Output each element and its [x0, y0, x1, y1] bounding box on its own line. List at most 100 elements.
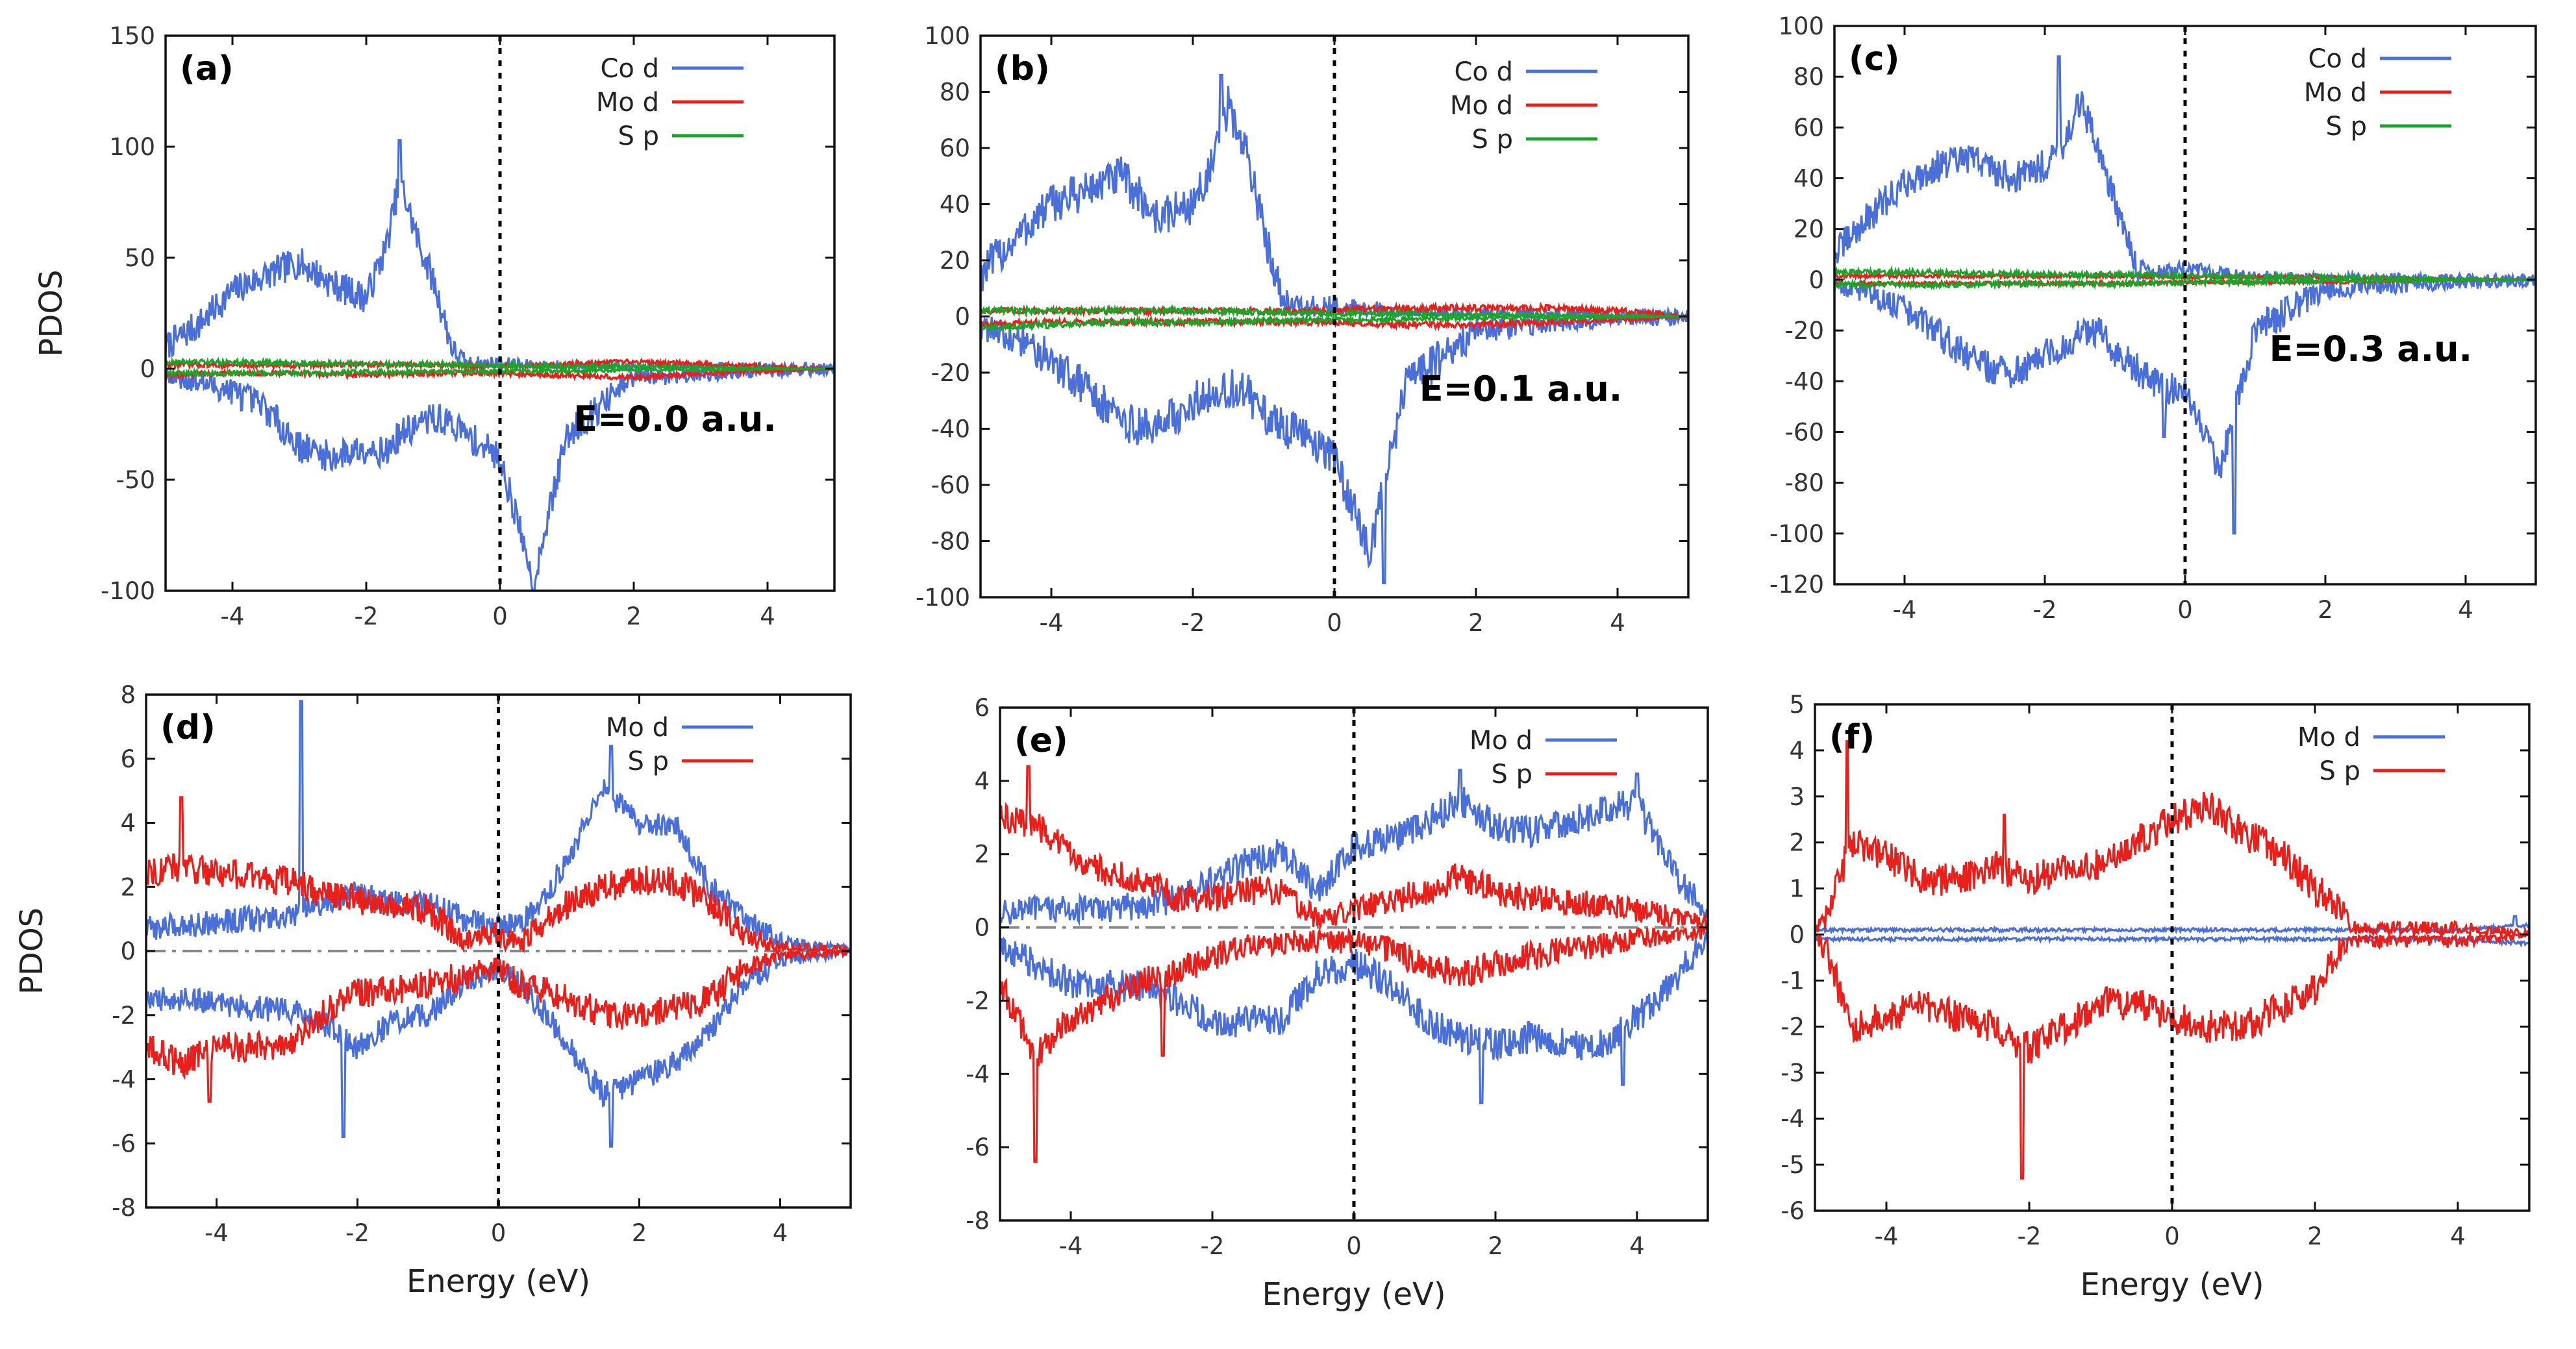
x-tick-label: 4	[773, 1219, 788, 1247]
y-tick-label: 4	[120, 810, 136, 837]
x-tick-label: -4	[1040, 609, 1064, 637]
y-tick-label: 0	[140, 355, 155, 383]
y-tick-label: 20	[1794, 216, 1824, 243]
x-tick-label: 2	[1488, 1232, 1503, 1260]
x-tick-label: -2	[1201, 1232, 1225, 1260]
y-axis-label: PDOS	[14, 908, 50, 995]
y-tick-label: -20	[931, 359, 970, 387]
x-tick-label: -4	[221, 602, 245, 630]
y-tick-label: -100	[1769, 520, 1824, 548]
y-tick-label: -100	[101, 577, 155, 605]
y-tick-label: 1	[1789, 875, 1805, 903]
y-tick-label: -8	[966, 1207, 990, 1235]
y-tick-label: 100	[1778, 12, 1824, 40]
y-tick-label: -4	[966, 1060, 990, 1088]
x-tick-label: -2	[355, 602, 379, 630]
x-tick-label: -4	[1893, 596, 1917, 624]
legend-label: Mo d	[606, 713, 669, 743]
x-tick-label: -4	[1875, 1222, 1899, 1250]
y-tick-label: 100	[924, 22, 970, 50]
y-tick-label: -3	[1781, 1059, 1805, 1087]
y-tick-label: -4	[112, 1066, 136, 1094]
panel-a: -4 -2 0 2 4 -100 -50 0 50 100 150 (a) E=0.0 a.u. Co d…	[33, 22, 836, 630]
legend-label: S p	[1492, 760, 1533, 789]
y-tick-label: 60	[1794, 114, 1824, 142]
series-s-p-up	[166, 356, 834, 373]
y-tick-label: 4	[1789, 737, 1805, 765]
y-tick-label: -120	[1769, 571, 1824, 599]
y-tick-label: 5	[1789, 691, 1805, 719]
panel-label: (c)	[1849, 40, 1899, 79]
y-tick-label: -4	[1781, 1105, 1805, 1133]
series-s-p-dn	[1815, 930, 2529, 1180]
y-tick-label: 80	[1794, 63, 1824, 91]
y-tick-label: 2	[974, 841, 990, 869]
x-tick-label: 4	[2450, 1222, 2466, 1250]
panel-label: (f)	[1829, 718, 1875, 757]
legend-label: Co d	[2308, 44, 2367, 74]
x-tick-label: 2	[2307, 1222, 2323, 1250]
y-tick-label: -6	[1781, 1197, 1805, 1225]
x-axis-label: Energy (eV)	[1262, 1276, 1445, 1313]
x-tick-label: 4	[760, 602, 775, 630]
y-tick-label: -40	[1785, 367, 1824, 395]
legend: Co d Mo dS p	[596, 54, 744, 151]
y-tick-label: -2	[966, 987, 990, 1015]
y-tick-label: -60	[931, 471, 970, 499]
y-tick-label: 80	[940, 79, 970, 106]
x-axis-label: Energy (eV)	[2080, 1267, 2264, 1303]
legend: Mo d S p	[1469, 726, 1617, 789]
y-tick-label: -100	[916, 584, 970, 612]
y-tick-label: -8	[112, 1194, 136, 1222]
legend: Mo d S p	[606, 713, 753, 776]
panel-b: -4 -2 0 2 4-100-80-60-40-20020406080100(b)E=…	[916, 22, 1690, 637]
y-tick-label: 20	[940, 247, 970, 275]
x-tick-label: 0	[1346, 1232, 1362, 1260]
panel-c: -4 -2 0 2 4-120-100-80-60-40-20020406080100(…	[1769, 12, 2537, 624]
panel-label: (e)	[1014, 721, 1068, 760]
legend-label: Mo d	[2297, 723, 2360, 752]
panel-label: (b)	[995, 49, 1050, 88]
y-tick-label: -6	[112, 1130, 136, 1157]
x-tick-label: 4	[1610, 609, 1625, 637]
y-tick-label: 2	[120, 873, 136, 901]
y-tick-label: 100	[109, 133, 155, 161]
y-tick-label: 60	[940, 134, 970, 162]
y-tick-label: 6	[120, 745, 136, 773]
x-tick-label: -2	[2033, 596, 2057, 624]
series-s-p-dn	[146, 947, 851, 1103]
legend-label: Mo d	[1450, 91, 1513, 121]
y-tick-label: -80	[1785, 469, 1824, 497]
legend-label: S p	[2320, 756, 2361, 786]
series-co-d-dn	[981, 313, 1688, 584]
y-tick-label: -6	[966, 1133, 990, 1161]
x-tick-label: 4	[1629, 1232, 1645, 1260]
x-tick-label: -4	[205, 1219, 229, 1247]
y-axis-label: PDOS	[33, 269, 69, 356]
y-tick-label: 40	[1794, 165, 1824, 193]
y-tick-label: 3	[1789, 783, 1805, 811]
legend: Mo d S p	[2297, 723, 2445, 786]
series-co-d-dn	[1834, 276, 2536, 535]
y-tick-label: -60	[1785, 418, 1824, 446]
x-tick-label: 4	[2458, 596, 2473, 624]
x-tick-label: 0	[2177, 596, 2193, 624]
y-tick-label: 8	[120, 681, 136, 709]
y-tick-label: -50	[116, 466, 155, 494]
x-tick-label: 2	[1468, 609, 1484, 637]
legend-label: Mo d	[596, 88, 659, 118]
y-tick-label: -5	[1781, 1151, 1805, 1179]
y-tick-label: -40	[931, 415, 970, 443]
field-annotation: E=0.3 a.u.	[2270, 328, 2473, 369]
series-s-p-dn	[1834, 276, 2536, 291]
y-tick-label: 0	[1789, 921, 1805, 949]
y-tick-label: 0	[120, 937, 136, 965]
y-tick-label: 4	[974, 767, 990, 795]
y-tick-label: 40	[940, 191, 970, 219]
x-tick-label: 0	[1327, 609, 1342, 637]
legend-label: Co d	[1454, 57, 1513, 87]
x-tick-label: -4	[1059, 1232, 1083, 1260]
y-tick-label: -20	[1785, 317, 1824, 345]
series-s-p-up	[146, 796, 851, 955]
